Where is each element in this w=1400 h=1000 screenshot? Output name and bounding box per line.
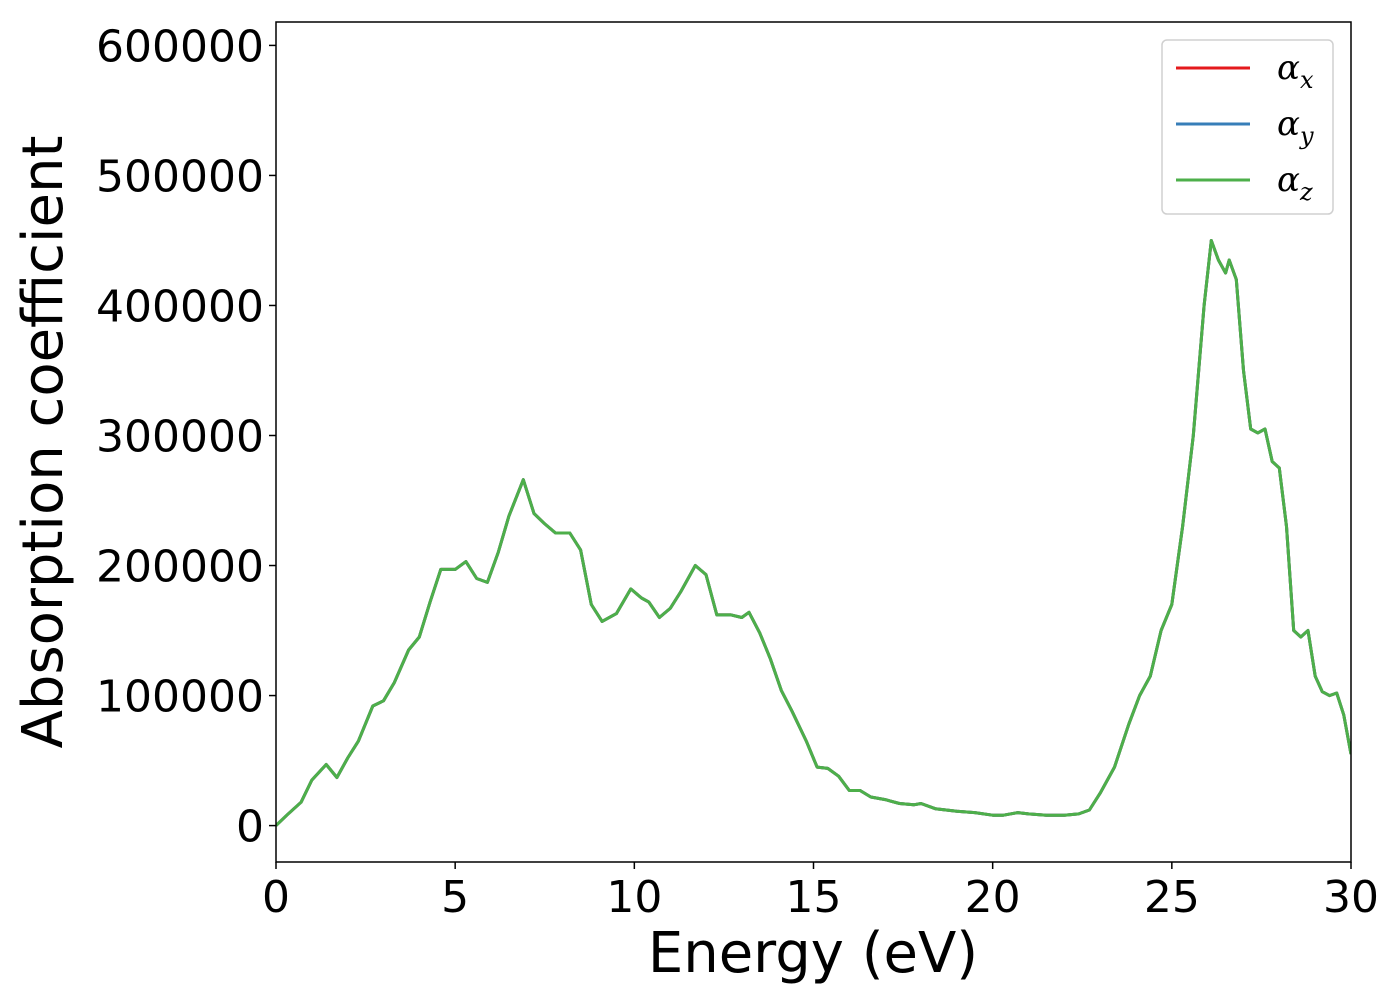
y-tick-label: 600000 bbox=[96, 21, 264, 72]
y-tick-label: 500000 bbox=[96, 151, 264, 202]
y-tick-label: 300000 bbox=[96, 411, 264, 462]
x-axis-label: Energy (eV) bbox=[648, 921, 978, 986]
x-tick-label: 10 bbox=[606, 872, 662, 923]
x-tick-label: 5 bbox=[441, 872, 469, 923]
x-tick-label: 25 bbox=[1144, 872, 1200, 923]
x-tick-label: 0 bbox=[262, 872, 290, 923]
x-tick-label: 30 bbox=[1323, 872, 1379, 923]
legend-box bbox=[1161, 39, 1334, 215]
x-tick-label: 20 bbox=[965, 872, 1021, 923]
x-axis-ticks: 0 5 10 15 20 25 30 bbox=[262, 862, 1379, 923]
series-layer bbox=[276, 239, 1351, 827]
series-line-z bbox=[276, 239, 1351, 827]
x-tick-label: 15 bbox=[786, 872, 842, 923]
y-axis-ticks: 0 100000 200000 300000 400000 500000 600000 bbox=[96, 21, 276, 853]
y-tick-label: 0 bbox=[236, 802, 264, 853]
y-tick-label: 100000 bbox=[96, 672, 264, 723]
y-tick-label: 400000 bbox=[96, 281, 264, 332]
y-tick-label: 200000 bbox=[96, 542, 264, 593]
y-axis-label: Absorption coefficient bbox=[11, 136, 76, 749]
